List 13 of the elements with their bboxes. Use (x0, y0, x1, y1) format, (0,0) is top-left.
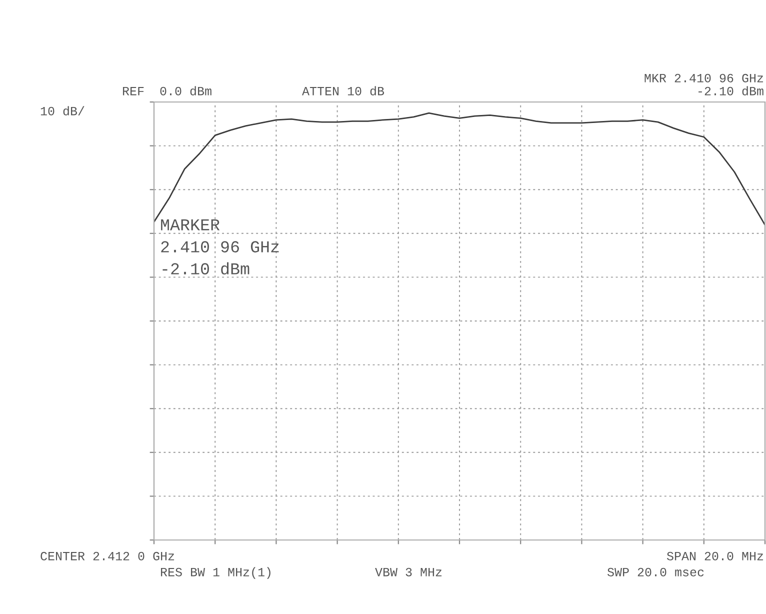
annotation: MARKER (161, 219, 220, 230)
text: REF 0.0 dBm (122, 86, 212, 96)
text: VBW 3 MHz (375, 568, 442, 576)
text: ATTEN 10 dB (302, 86, 384, 96)
text: RES BW 1 MHz(1) (160, 567, 270, 579)
text: -2.10 dBm (698, 86, 764, 96)
annotation: 2.410 96 GHz (161, 241, 279, 252)
text: SWP 20.0 msec (607, 568, 704, 576)
text: MKR 2.410 96 GHz (644, 74, 764, 82)
text: SPAN 20.0 MHz (666, 552, 764, 560)
annotation: -2.10 dBm (162, 262, 250, 275)
text: 10 dB/ (40, 106, 84, 116)
text: CENTER 2.412 0 GHz (40, 552, 174, 560)
